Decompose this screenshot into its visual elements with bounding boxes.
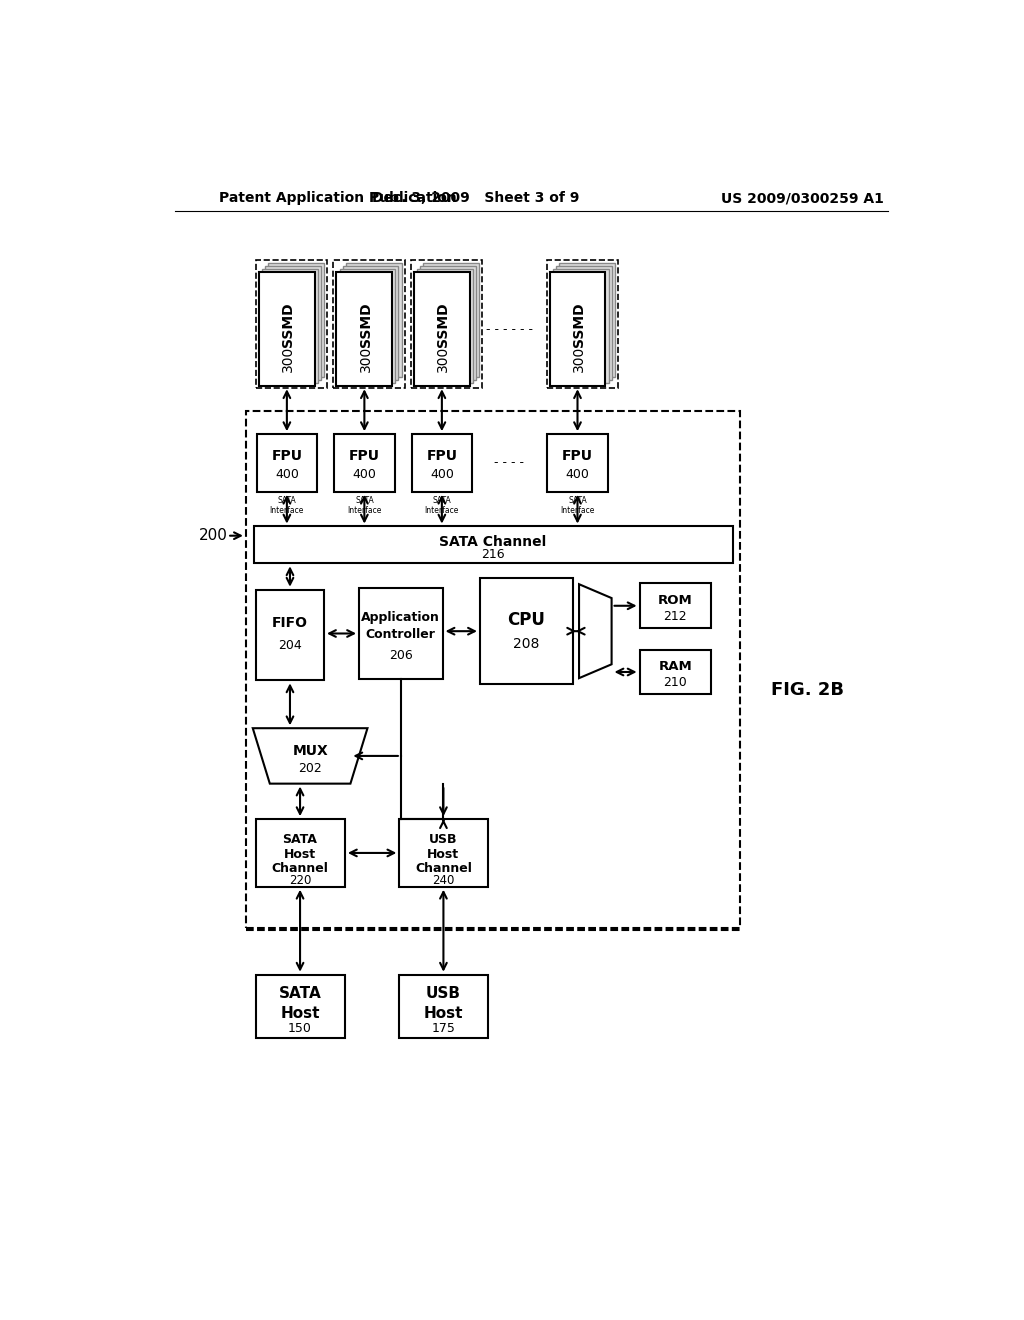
Bar	[256, 590, 324, 681]
Text: SATA
Interface: SATA Interface	[425, 496, 459, 515]
Text: Channel: Channel	[271, 862, 329, 875]
Text: Host: Host	[424, 1006, 463, 1020]
Bar	[553, 269, 608, 383]
Bar	[256, 818, 345, 887]
Text: FIG. 2B: FIG. 2B	[771, 681, 844, 698]
Text: 200: 200	[199, 528, 227, 544]
Bar	[399, 818, 488, 887]
Text: SATA Channel: SATA Channel	[439, 535, 547, 549]
Text: Dec. 3, 2009   Sheet 3 of 9: Dec. 3, 2009 Sheet 3 of 9	[372, 191, 579, 206]
Text: SATA: SATA	[279, 986, 322, 1001]
Text: 240: 240	[432, 874, 455, 887]
Text: 300: 300	[572, 346, 586, 372]
Bar	[257, 434, 317, 492]
Text: 175: 175	[431, 1022, 456, 1035]
Text: 400: 400	[352, 467, 376, 480]
Text: Patent Application Publication: Patent Application Publication	[219, 191, 457, 206]
Text: FPU: FPU	[426, 449, 458, 462]
Text: 400: 400	[565, 467, 590, 480]
Bar	[480, 578, 572, 684]
Bar	[254, 527, 732, 564]
Text: ROM: ROM	[657, 594, 692, 607]
Text: CPU: CPU	[508, 611, 546, 630]
Bar	[334, 260, 404, 388]
Bar	[556, 267, 611, 380]
Text: RAM: RAM	[658, 660, 692, 673]
Text: US 2009/0300259 A1: US 2009/0300259 A1	[721, 191, 884, 206]
Bar	[414, 272, 470, 387]
Text: SSMD: SSMD	[282, 302, 296, 347]
Text: 400: 400	[430, 467, 454, 480]
Text: SSMD: SSMD	[359, 302, 373, 347]
Text: USB: USB	[429, 833, 458, 846]
Polygon shape	[579, 585, 611, 678]
Bar	[423, 263, 479, 378]
Text: 212: 212	[664, 610, 687, 623]
Text: SATA
Interface: SATA Interface	[560, 496, 595, 515]
Bar	[259, 272, 314, 387]
Text: FPU: FPU	[562, 449, 593, 462]
Text: Host: Host	[284, 847, 316, 861]
Bar	[268, 263, 324, 378]
Text: FPU: FPU	[271, 449, 302, 462]
Text: 300: 300	[359, 346, 373, 372]
Bar	[256, 974, 345, 1038]
Bar	[559, 263, 614, 378]
Text: Channel: Channel	[415, 862, 472, 875]
Text: SATA: SATA	[283, 833, 317, 846]
Bar	[411, 260, 482, 388]
Text: 206: 206	[389, 649, 413, 663]
Bar	[334, 434, 394, 492]
Text: SSMD: SSMD	[436, 302, 451, 347]
Text: 202: 202	[298, 762, 322, 775]
Text: SATA
Interface: SATA Interface	[269, 496, 304, 515]
Text: - - - -: - - - -	[495, 455, 524, 469]
Bar	[246, 411, 740, 928]
Bar	[420, 267, 476, 380]
Text: Controller: Controller	[366, 628, 436, 640]
Bar	[343, 267, 398, 380]
Text: FPU: FPU	[349, 449, 380, 462]
Bar	[417, 269, 473, 383]
Bar	[547, 260, 617, 388]
Text: 210: 210	[664, 676, 687, 689]
Bar	[346, 263, 401, 378]
Bar	[399, 974, 488, 1038]
Polygon shape	[253, 729, 368, 784]
Bar	[265, 267, 321, 380]
Bar	[640, 583, 711, 628]
Bar	[640, 649, 711, 694]
Text: 208: 208	[513, 636, 540, 651]
Text: SSMD: SSMD	[572, 302, 586, 347]
Text: FIFO: FIFO	[272, 616, 308, 631]
Text: 400: 400	[274, 467, 299, 480]
Text: Application: Application	[361, 611, 440, 624]
Bar	[412, 434, 472, 492]
Text: Host: Host	[281, 1006, 319, 1020]
Bar	[359, 589, 442, 678]
Bar	[547, 434, 607, 492]
Bar	[337, 272, 392, 387]
Text: 204: 204	[279, 639, 302, 652]
Bar	[550, 272, 605, 387]
Text: MUX: MUX	[292, 744, 328, 758]
Bar	[262, 269, 317, 383]
Text: 150: 150	[288, 1022, 312, 1035]
Text: 220: 220	[289, 874, 311, 887]
Bar	[340, 269, 395, 383]
Text: 216: 216	[481, 548, 505, 561]
Text: 300: 300	[436, 346, 451, 372]
Text: SATA
Interface: SATA Interface	[347, 496, 382, 515]
Text: - - - - - -: - - - - - -	[485, 323, 532, 335]
Text: Host: Host	[427, 847, 460, 861]
Text: USB: USB	[426, 986, 461, 1001]
Text: 300: 300	[282, 346, 296, 372]
Bar	[256, 260, 328, 388]
